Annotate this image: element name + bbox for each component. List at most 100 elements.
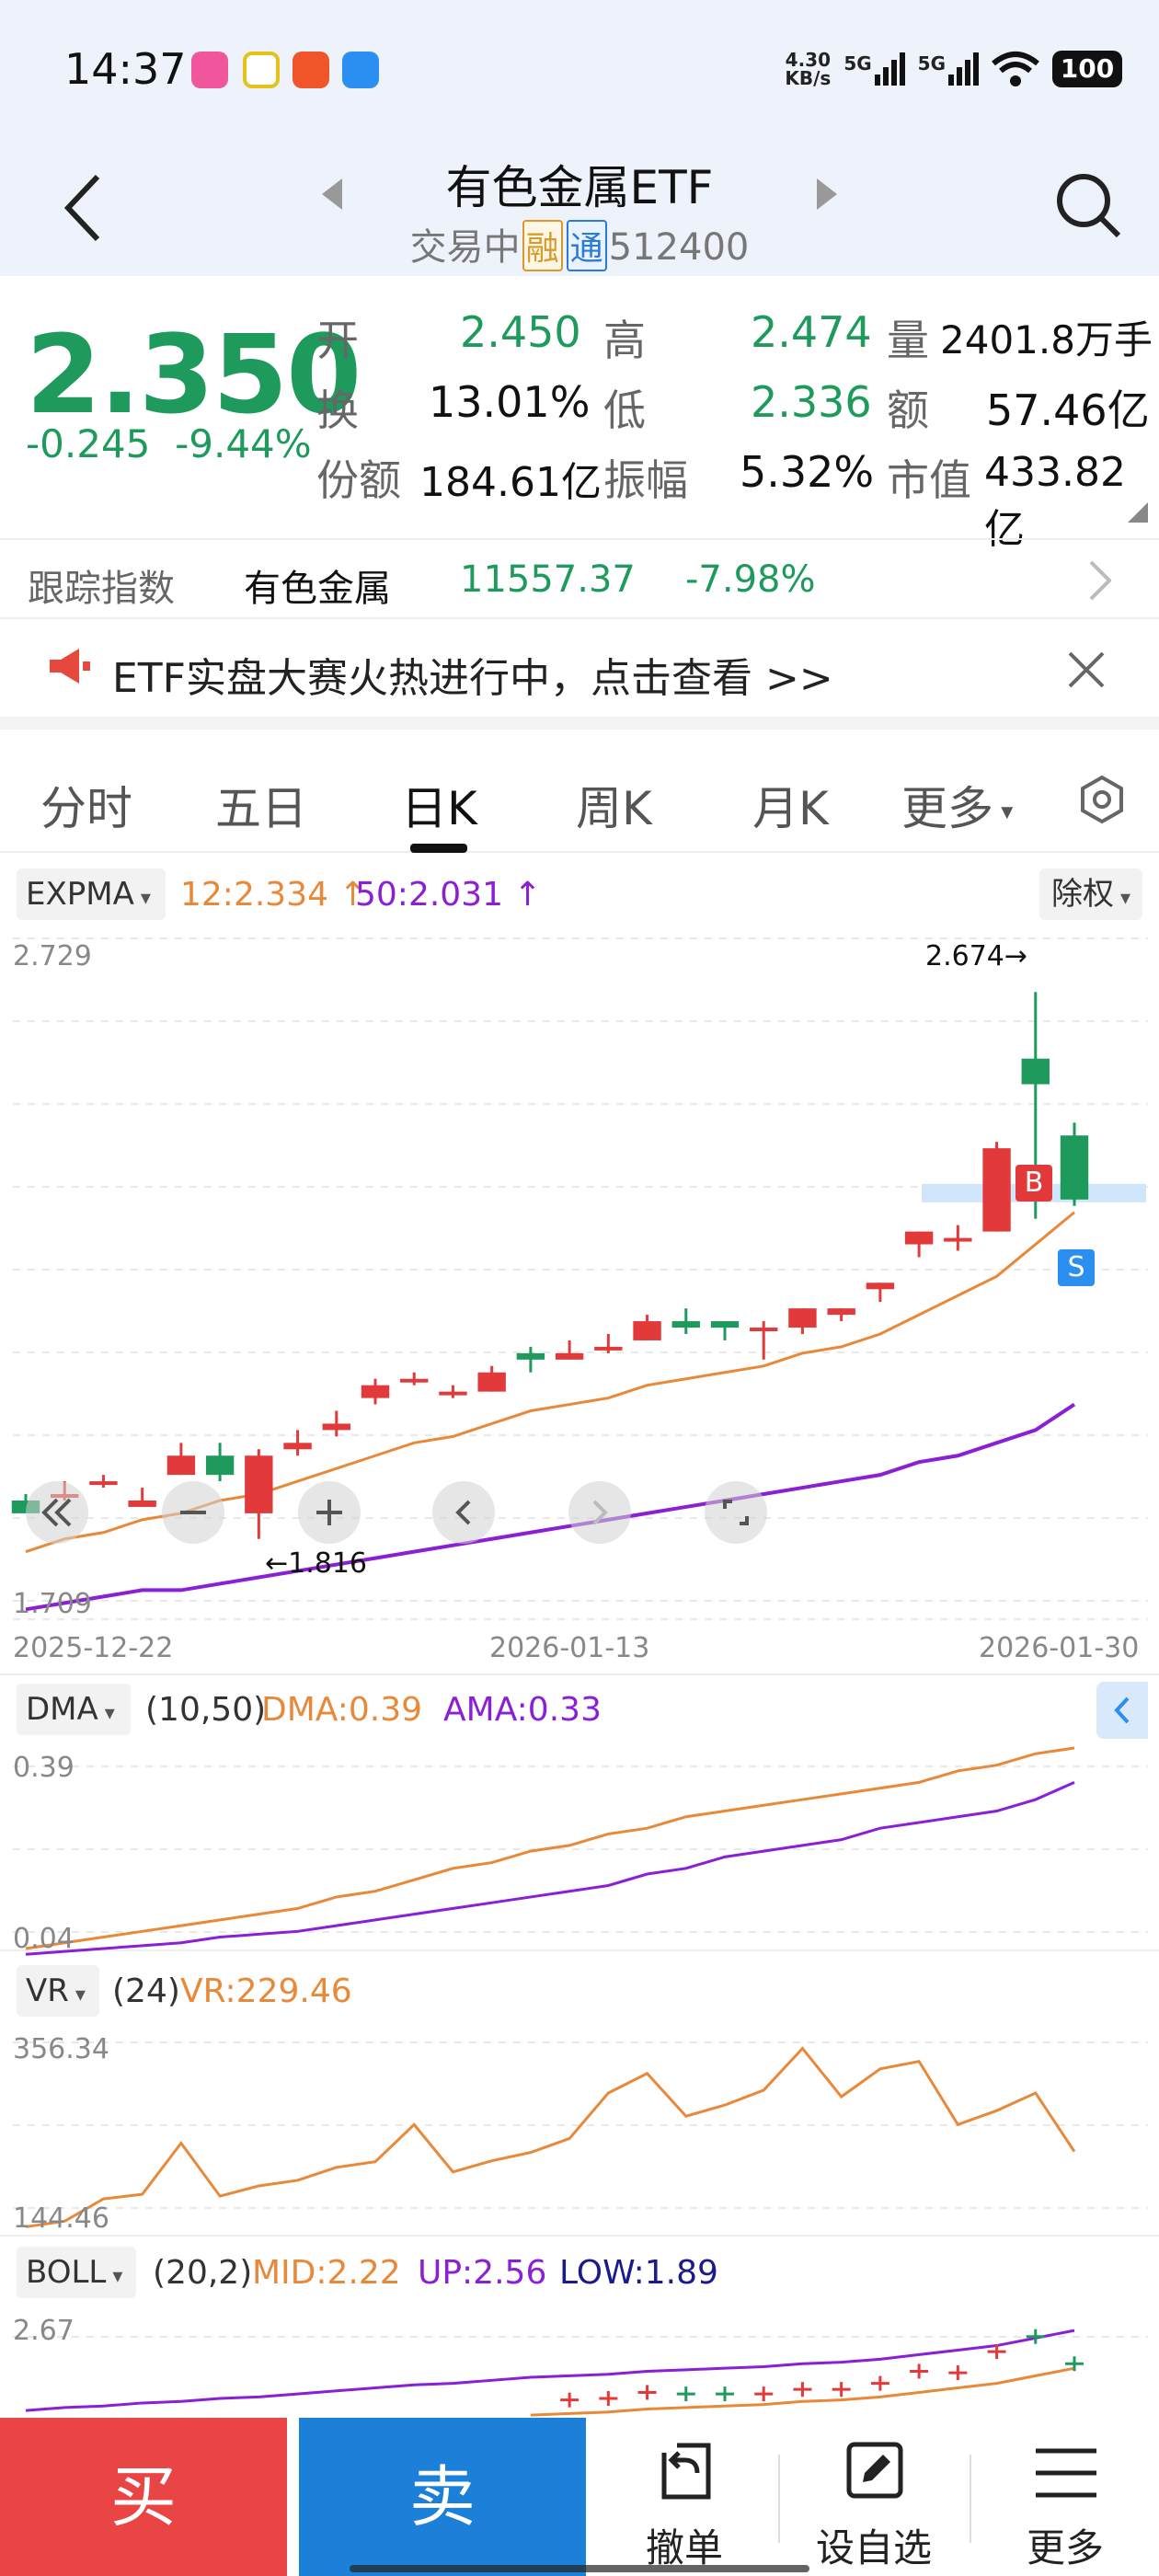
scroll-right-button[interactable] xyxy=(568,1481,631,1544)
sell-signal-marker[interactable]: S xyxy=(1058,1249,1095,1286)
dma-y-bottom: 0.04 xyxy=(13,1923,75,1955)
low-label: 低 xyxy=(603,385,646,435)
stock-subtitle: 交易中融通 512400 xyxy=(0,217,1159,271)
undo-document-icon xyxy=(661,2443,711,2500)
mktcap-label: 市值 xyxy=(887,455,971,505)
megaphone-icon xyxy=(50,649,90,684)
dma-y-top: 0.39 xyxy=(13,1752,75,1784)
candle-body xyxy=(89,1481,118,1486)
date-end-label: 2026-01-30 xyxy=(979,1632,1140,1664)
back-icon[interactable] xyxy=(63,173,103,243)
candle-body xyxy=(283,1443,312,1450)
add-watchlist-button[interactable]: 设自选 xyxy=(782,2418,966,2576)
vr-y-bottom: 144.46 xyxy=(13,2202,109,2235)
candle-body xyxy=(788,1308,817,1328)
more-button[interactable]: 更多 xyxy=(973,2418,1157,2576)
tab-weekly-k[interactable]: 周K xyxy=(576,782,652,835)
prev-stock-icon[interactable] xyxy=(322,178,344,210)
dma-selector[interactable]: DMA ▾ xyxy=(17,1684,131,1735)
wifi-icon xyxy=(992,52,1039,86)
candle-body xyxy=(205,1455,235,1476)
sell-button[interactable]: 卖 xyxy=(299,2418,586,2576)
zoom-in-button[interactable] xyxy=(298,1481,361,1544)
boll-params: (20,2) xyxy=(153,2254,253,2292)
scroll-to-start-button[interactable] xyxy=(26,1481,88,1544)
cancel-order-button[interactable]: 撤单 xyxy=(592,2418,776,2576)
adjust-selector[interactable]: 除权 ▾ xyxy=(1039,868,1142,920)
high-value: 2.474 xyxy=(751,307,872,357)
chart-area[interactable] xyxy=(0,920,1159,2418)
connect-tag: 通 xyxy=(566,220,607,271)
boll-low: LOW:1.89 xyxy=(559,2254,718,2292)
tracking-index-value: 11557.37 xyxy=(460,558,636,601)
chevron-right-icon xyxy=(1089,560,1111,601)
tab-daily-k[interactable]: 日K xyxy=(401,782,477,835)
bilibili-app-icon xyxy=(191,52,228,88)
candle-body xyxy=(866,1282,895,1290)
dma-value: DMA:0.39 xyxy=(261,1691,423,1729)
tracking-index-row[interactable]: 跟踪指数 有色金属 11557.37 -7.98% xyxy=(0,538,1159,619)
buy-button[interactable]: 买 xyxy=(0,2418,287,2576)
promo-notice[interactable]: ETF实盘大赛火热进行中，点击查看 >> xyxy=(0,619,1159,730)
app-notification-icon-3 xyxy=(342,52,379,88)
zoom-out-button[interactable] xyxy=(162,1481,224,1544)
signal-icon: 5G xyxy=(843,52,905,86)
fullscreen-button[interactable] xyxy=(705,1481,767,1544)
candle-body xyxy=(982,1148,1011,1232)
boll-up-line xyxy=(25,2329,1075,2412)
date-start-label: 2025-12-22 xyxy=(13,1632,174,1664)
vr-selector[interactable]: VR ▾ xyxy=(17,1965,99,2017)
candle-body xyxy=(944,1237,972,1242)
battery-icon: 100 xyxy=(1052,51,1122,87)
open-value: 2.450 xyxy=(460,307,581,357)
search-icon[interactable] xyxy=(1054,171,1124,241)
settings-hex-icon[interactable] xyxy=(1076,774,1128,825)
y-axis-bottom-label: 1.709 xyxy=(13,1588,92,1620)
dma-params: (10,50) xyxy=(145,1691,267,1729)
expma-selector[interactable]: EXPMA ▾ xyxy=(17,868,166,920)
collapse-panel-button[interactable] xyxy=(1096,1682,1148,1739)
y-axis-top-label: 2.729 xyxy=(13,940,92,972)
price-change: -0.245 -9.44% xyxy=(26,421,312,466)
candle-body xyxy=(128,1500,156,1507)
candle-body xyxy=(439,1391,467,1396)
close-icon[interactable] xyxy=(1067,650,1106,689)
buy-signal-marker[interactable]: B xyxy=(1016,1165,1052,1202)
home-indicator xyxy=(350,2565,809,2572)
candle-body xyxy=(322,1423,350,1431)
candle-body xyxy=(400,1378,429,1383)
date-mid-label: 2026-01-13 xyxy=(489,1632,650,1664)
boll-selector[interactable]: BOLL ▾ xyxy=(17,2247,136,2298)
max-price-annotation: 2.674→ xyxy=(925,940,1028,972)
candle-body xyxy=(671,1321,700,1328)
next-stock-icon[interactable] xyxy=(815,178,837,210)
candle-body xyxy=(1060,1135,1089,1200)
boll-mid-line xyxy=(530,2366,1075,2417)
clock: 14:37 xyxy=(64,44,187,94)
candlestick-series xyxy=(11,992,1089,1539)
turnover-value: 13.01% xyxy=(429,377,591,427)
bottom-action-bar: 买 卖 撤单 设自选 更多 xyxy=(0,2418,1159,2576)
ema50-line xyxy=(25,1402,1076,1612)
app-notification-icon xyxy=(243,52,280,88)
tab-more[interactable]: 更多 ▾ xyxy=(901,782,1014,835)
candle-body xyxy=(361,1385,390,1398)
tab-five-day[interactable]: 五日 xyxy=(215,782,307,835)
volume-value: 2401.8万手 xyxy=(940,317,1153,362)
divider xyxy=(970,2455,971,2543)
scroll-left-button[interactable] xyxy=(432,1481,495,1544)
candle-body xyxy=(555,1352,584,1360)
stock-code: 512400 xyxy=(608,226,750,269)
expand-corner-icon[interactable] xyxy=(1128,502,1148,523)
chevron-left-icon xyxy=(1114,1696,1130,1724)
amount-value: 57.46亿 xyxy=(986,385,1150,435)
tab-monthly-k[interactable]: 月K xyxy=(752,782,829,835)
status-bar: 14:37 4.30 KB/s 5G 5G 100 xyxy=(0,0,1159,138)
net-speed: 4.30 KB/s xyxy=(785,49,832,89)
edit-icon xyxy=(846,2442,903,2499)
ema50-value: 50:2.031 ↑ xyxy=(355,876,542,914)
tab-minute[interactable]: 分时 xyxy=(40,782,132,835)
candle-body xyxy=(245,1455,273,1513)
amplitude-value: 5.32% xyxy=(740,447,875,497)
margin-tag: 融 xyxy=(522,220,563,271)
